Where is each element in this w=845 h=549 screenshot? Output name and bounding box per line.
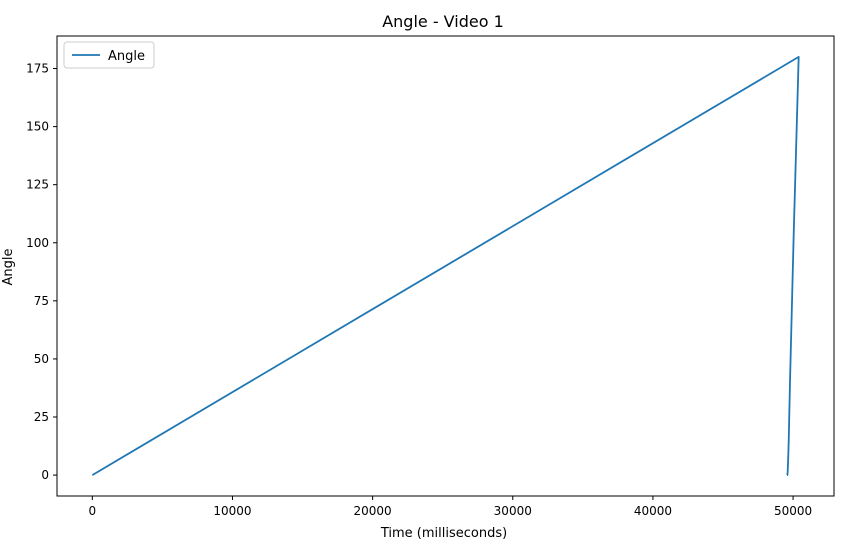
series-line-1 [91,56,800,476]
x-tick-label: 30000 [494,504,532,518]
legend-box [63,41,155,69]
y-tick-label: 50 [34,352,49,366]
x-tick-label: 50000 [774,504,812,518]
y-tick-label: 125 [26,178,49,192]
y-tick-label: 175 [26,62,49,76]
x-tick-label: 40000 [634,504,672,518]
x-tick-label: 20000 [354,504,392,518]
y-axis-label: Angle [1,249,16,286]
chart-title: Angle - Video 1 [382,12,504,31]
y-tick-label: 75 [34,294,49,308]
x-tick-label: 10000 [213,504,251,518]
plot-frame [56,35,835,497]
y-tick-label: 0 [41,468,49,482]
y-axis: 0 25 50 75 100 125 150 175 [26,62,57,482]
x-tick-label: 0 [88,504,96,518]
x-axis: 0 10000 20000 30000 40000 50000 [88,496,812,518]
y-tick-label: 150 [26,120,49,134]
plot-area [56,35,835,497]
legend: Angle [63,41,155,69]
legend-label: Angle [108,49,145,64]
y-tick-label: 100 [26,236,49,250]
y-tick-label: 25 [34,410,49,424]
x-axis-label: Time (milliseconds) [380,526,507,541]
